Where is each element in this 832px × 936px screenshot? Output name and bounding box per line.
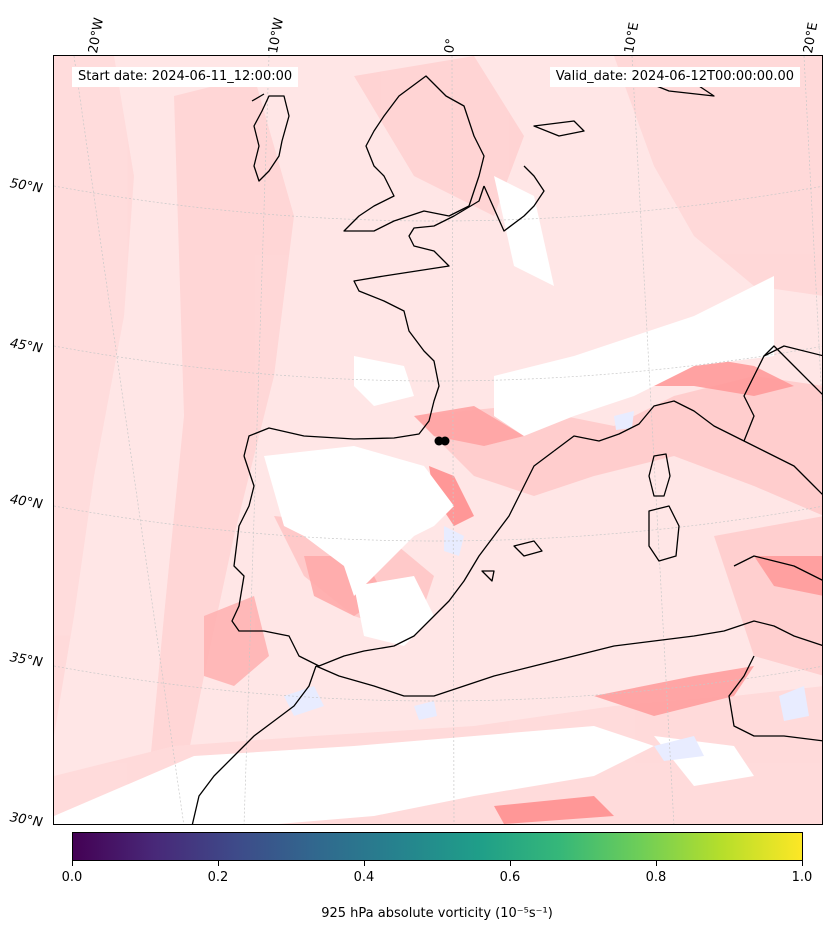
lon-label-10w: 10°W [266, 16, 288, 55]
lat-label-50n: 50°N [8, 176, 44, 197]
colorbar-tick-label: 0.4 [353, 870, 375, 885]
colorbar-title: 925 hPa absolute vorticity (10⁻⁵s⁻¹) [321, 906, 553, 921]
valid-date-label: Valid_date: 2024-06-12T00:00:00.00 [549, 67, 800, 87]
colorbar-tick-label: 0.8 [645, 870, 667, 885]
colorbar-tick-label: 0.6 [499, 870, 521, 885]
vorticity-map: Start date: 2024-06-11_12:00:00 Valid_da… [53, 55, 823, 825]
lat-label-30n: 30°N [8, 810, 44, 831]
colorbar-tick-label: 1.0 [791, 870, 813, 885]
lat-label-40n: 40°N [8, 492, 44, 513]
vorticity-contours-negative [284, 411, 809, 761]
vorticity-white-areas [54, 176, 774, 824]
lon-label-10e: 10°E [622, 21, 643, 55]
colorbar-tick [364, 861, 365, 866]
map-canvas [54, 56, 822, 824]
lat-label-35n: 35°N [8, 650, 44, 671]
start-date-label: Start date: 2024-06-11_12:00:00 [72, 67, 299, 87]
colorbar-tick [802, 861, 803, 866]
colorbar-tick-label: 0.2 [207, 870, 229, 885]
colorbar-tick [510, 861, 511, 866]
lon-label-20e: 20°E [801, 21, 822, 55]
coastlines [191, 75, 822, 824]
lon-label-20w: 20°W [86, 16, 108, 55]
lon-label-0: 0° [442, 37, 460, 55]
colorbar-tick-label: 0.0 [61, 870, 83, 885]
colorbar-tick [72, 861, 73, 866]
colorbar [72, 832, 803, 861]
lat-label-45n: 45°N [8, 336, 44, 357]
colorbar-tick [656, 861, 657, 866]
colorbar-tick [218, 861, 219, 866]
graticule [54, 56, 822, 824]
track-marker [434, 436, 450, 446]
